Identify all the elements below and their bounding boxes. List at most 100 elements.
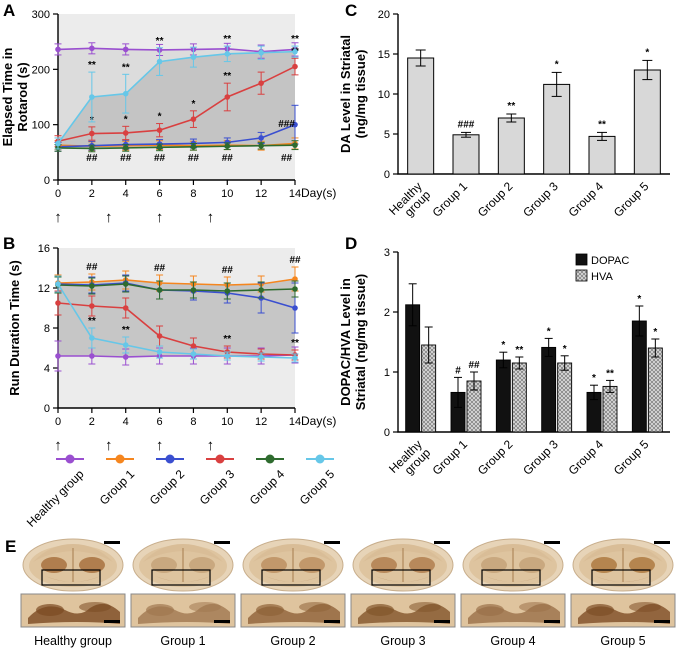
brain-section-image [20,538,126,628]
svg-text:12: 12 [255,188,267,200]
legend-item-group4: Group 4 [246,452,287,534]
svg-text:**: ** [606,368,614,379]
svg-text:↑: ↑ [54,437,62,454]
legend-item-group2: Group 2 [146,452,187,534]
svg-text:Group 1: Group 1 [430,179,471,220]
da-level-bar-chart: 0 5 10 15 20 DA Level in Striatal (ng/mg tissu… [338,9,670,220]
svg-text:6: 6 [157,188,163,200]
svg-text:**: ** [88,60,96,71]
svg-text:##: ## [120,153,132,164]
svg-text:Day(s): Day(s) [301,414,336,428]
histology-row: Healthy group Group 1 Group 2 Group 3 Gr… [20,536,676,648]
svg-text:↑: ↑ [156,209,164,226]
panel-label-e: E [5,537,17,556]
svg-text:##: ## [468,360,480,371]
legend-item-group5: Group 5 [296,452,337,534]
series-marker-icon [256,454,284,464]
svg-text:*: * [592,373,596,384]
svg-text:Group 2: Group 2 [475,437,516,478]
svg-text:##: ## [154,153,166,164]
svg-text:0: 0 [384,427,390,439]
legend-item-healthy: Healthy group [24,452,87,534]
brain-section-image [570,538,676,628]
brain-section-tile: Healthy group [20,536,126,648]
svg-text:##: ## [188,153,200,164]
svg-text:5: 5 [384,129,390,141]
brain-section-image [130,538,236,628]
svg-text:###: ### [278,119,295,130]
svg-text:2: 2 [89,188,95,200]
svg-text:Group 4: Group 4 [566,179,607,220]
svg-text:0: 0 [384,169,390,181]
legend-label: Group 2 [146,467,187,508]
svg-text:*: * [158,112,162,123]
dopac-hva-grouped-bar-chart: 0 1 2 3 DOPAC/HVA Level in Striatal (ng/mg ti… [338,247,670,478]
brain-section-label: Group 2 [270,634,316,648]
legend-label: Healthy group [24,467,87,530]
brain-section-label: Group 4 [490,634,536,648]
brain-section-tile: Group 5 [570,536,676,648]
svg-text:0: 0 [55,416,61,428]
legend-item-group1: Group 1 [96,452,137,534]
brain-section-tile: Group 3 [350,536,456,648]
svg-text:8: 8 [44,323,50,335]
legend-item-group3: Group 3 [196,452,237,534]
svg-text:**: ** [507,101,515,112]
svg-text:6: 6 [157,416,163,428]
svg-text:Group 3: Group 3 [520,437,561,478]
svg-text:#: # [455,365,461,376]
svg-text:DA Level in Striatal: DA Level in Striatal [338,35,353,153]
svg-text:8: 8 [190,416,196,428]
svg-text:**: ** [223,71,231,82]
brain-section-tile: Group 1 [130,536,236,648]
svg-text:(ng/mg tissue): (ng/mg tissue) [353,50,368,139]
svg-text:1: 1 [384,367,390,379]
brain-section-image [240,538,346,628]
brain-section-tile: Group 2 [240,536,346,648]
svg-text:DOPAC/HVA Level in: DOPAC/HVA Level in [338,278,353,406]
svg-text:DOPAC: DOPAC [591,255,629,267]
svg-text:Elapsed Time in: Elapsed Time in [0,48,15,147]
svg-text:Striatal (ng/mg tissue): Striatal (ng/mg tissue) [353,274,368,411]
svg-text:4: 4 [123,416,129,428]
svg-text:**: ** [223,34,231,45]
svg-text:**: ** [88,316,96,327]
svg-text:14: 14 [289,416,301,428]
svg-text:20: 20 [378,9,390,21]
svg-text:*: * [501,340,505,351]
legend-label: Group 1 [96,467,137,508]
svg-text:Run Duration Time (s): Run Duration Time (s) [7,260,22,396]
svg-text:##: ## [86,262,98,273]
svg-text:3: 3 [384,247,390,259]
series-legend: Healthy group Group 1 Group 2 Group 3 Gr… [24,452,337,534]
svg-text:2: 2 [384,307,390,319]
svg-text:4: 4 [123,188,129,200]
svg-text:##: ## [86,153,98,164]
svg-text:*: * [547,326,551,337]
panel-label-b: B [3,234,16,253]
brain-section-tile: Group 4 [460,536,566,648]
svg-text:↑: ↑ [105,209,113,226]
svg-text:*: * [124,114,128,125]
svg-text:↑: ↑ [54,209,62,226]
svg-text:0: 0 [55,188,61,200]
svg-text:12: 12 [255,416,267,428]
legend-label: Group 4 [246,467,287,508]
svg-text:300: 300 [32,9,50,21]
svg-text:↑: ↑ [207,209,215,226]
series-marker-icon [156,454,184,464]
svg-text:HVA: HVA [591,271,613,283]
svg-text:###: ### [458,119,475,130]
svg-text:Day(s): Day(s) [301,186,336,200]
svg-text:↑: ↑ [207,437,215,454]
svg-text:Group 2: Group 2 [475,179,516,220]
svg-text:12: 12 [38,283,50,295]
svg-text:16: 16 [38,243,50,255]
svg-text:↑: ↑ [156,437,164,454]
svg-text:Group 4: Group 4 [566,437,607,478]
svg-text:0: 0 [44,175,50,187]
svg-text:##: ## [222,153,234,164]
svg-text:**: ** [598,119,606,130]
svg-text:200: 200 [32,64,50,76]
